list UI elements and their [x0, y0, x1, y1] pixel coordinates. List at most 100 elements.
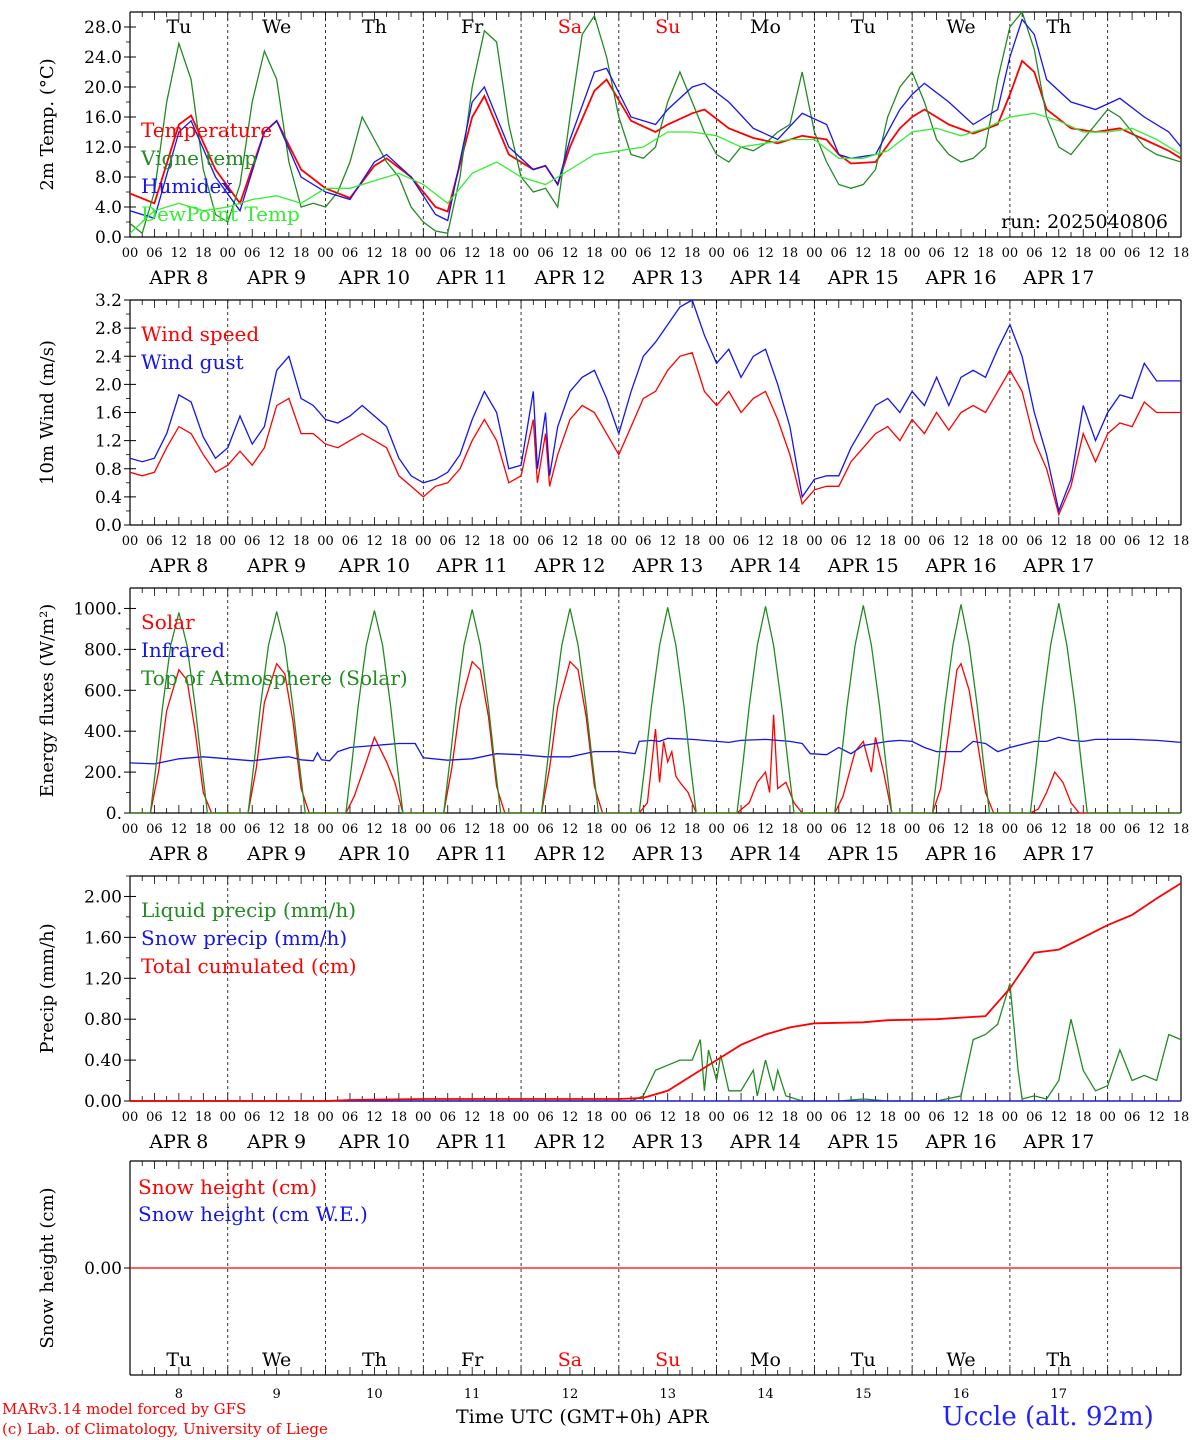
- hour-label: 00: [122, 822, 139, 837]
- date-label: APR 10: [338, 843, 410, 865]
- hour-label: 12: [1148, 534, 1165, 549]
- date-label: APR 13: [631, 843, 703, 865]
- hour-label: 06: [1124, 1110, 1141, 1125]
- run-label: run: 2025040806: [1001, 211, 1168, 233]
- panel-4-precip-mm-h: 0.00 0.40 0.80 1.20 1.60 2.00 Precip (mm/h) 00 0…: [37, 875, 1190, 1153]
- hour-label: 12: [464, 1110, 481, 1125]
- hour-label: 06: [537, 1110, 554, 1125]
- hour-label: 18: [195, 822, 212, 837]
- y-tick-label: 2.00: [84, 887, 122, 907]
- hour-label: 06: [635, 1110, 652, 1125]
- hour-label: 00: [708, 822, 725, 837]
- hour-label: 12: [171, 534, 188, 549]
- hour-label: 00: [317, 246, 334, 261]
- hour-label: 06: [439, 246, 456, 261]
- y-tick-label: 800.: [84, 640, 122, 660]
- date-label: APR 17: [1022, 555, 1094, 577]
- y-tick-label: 1.60: [84, 928, 122, 948]
- hour-label: 06: [146, 1110, 163, 1125]
- hour-label: 12: [268, 246, 285, 261]
- bottom-day-name: Sa: [558, 1349, 582, 1371]
- hour-label: 06: [146, 534, 163, 549]
- bottom-day-number: 15: [855, 1387, 872, 1402]
- hour-label: 18: [1173, 1110, 1190, 1125]
- hour-label: 00: [1099, 246, 1116, 261]
- hour-label: 18: [586, 534, 603, 549]
- series-line-total-cumulated-cm: [130, 882, 1181, 1102]
- bottom-day-number: 12: [562, 1387, 579, 1402]
- hour-label: 00: [415, 246, 432, 261]
- hour-label: 18: [1075, 534, 1092, 549]
- date-label: APR 14: [729, 1131, 801, 1153]
- hour-label: 06: [1026, 1110, 1043, 1125]
- hour-label: 18: [1075, 246, 1092, 261]
- series-line-humidex: [130, 18, 1181, 222]
- hour-label: 18: [684, 822, 701, 837]
- top-day-name: Th: [1046, 16, 1071, 38]
- hour-label: 00: [219, 246, 236, 261]
- hour-label: 06: [928, 822, 945, 837]
- hour-label: 18: [195, 534, 212, 549]
- date-label: APR 15: [827, 1131, 899, 1153]
- hour-label: 00: [904, 1110, 921, 1125]
- hour-label: 18: [879, 534, 896, 549]
- series-line-wind-speed: [130, 351, 1181, 517]
- hour-label: 06: [537, 534, 554, 549]
- hour-label: 12: [1148, 246, 1165, 261]
- bottom-day-number: 10: [366, 1387, 383, 1402]
- top-day-name: Tu: [166, 16, 191, 38]
- series-line-temperature: [130, 59, 1181, 213]
- y-tick-label: 16.0: [84, 108, 122, 128]
- y-tick-label: 2.4: [95, 347, 122, 367]
- hour-label: 06: [244, 1110, 261, 1125]
- hour-label: 18: [586, 1110, 603, 1125]
- date-label: APR 8: [148, 1131, 208, 1153]
- bottom-day-name: Fr: [461, 1349, 484, 1371]
- hour-label: 06: [831, 822, 848, 837]
- date-label: APR 13: [631, 267, 703, 289]
- hour-label: 00: [513, 822, 530, 837]
- date-label: APR 9: [246, 843, 306, 865]
- date-label: APR 11: [436, 555, 508, 577]
- hour-label: 06: [928, 246, 945, 261]
- date-label: APR 10: [338, 1131, 410, 1153]
- hour-label: 12: [953, 1110, 970, 1125]
- y-tick-label: 4.0: [95, 198, 122, 218]
- y-tick-label: 0.00: [84, 1259, 122, 1279]
- hour-label: 12: [757, 822, 774, 837]
- hour-label: 00: [415, 1110, 432, 1125]
- date-label: APR 12: [533, 843, 605, 865]
- legend-vigne-temp: Vigne temp: [140, 146, 257, 170]
- hour-label: 18: [488, 534, 505, 549]
- hour-label: 12: [1051, 1110, 1068, 1125]
- hour-label: 06: [831, 246, 848, 261]
- y-tick-label: 0.8: [95, 460, 122, 480]
- date-label: APR 11: [436, 1131, 508, 1153]
- hour-label: 18: [586, 822, 603, 837]
- hour-label: 06: [733, 246, 750, 261]
- date-label: APR 11: [436, 843, 508, 865]
- date-label: APR 16: [925, 555, 997, 577]
- date-label: APR 14: [729, 267, 801, 289]
- hour-label: 06: [733, 1110, 750, 1125]
- hour-label: 12: [855, 534, 872, 549]
- hour-label: 18: [195, 246, 212, 261]
- hour-label: 00: [1099, 534, 1116, 549]
- hour-label: 00: [904, 534, 921, 549]
- hour-label: 18: [879, 1110, 896, 1125]
- hour-label: 18: [977, 822, 994, 837]
- panel-3-energy-fluxes-w-m: 0. 200. 400. 600. 800. 1000. Energy fluxes (W/…: [37, 587, 1189, 865]
- hour-label: 18: [782, 822, 799, 837]
- hour-label: 12: [268, 1110, 285, 1125]
- hour-label: 18: [1173, 534, 1190, 549]
- hour-label: 06: [146, 822, 163, 837]
- date-label: APR 14: [729, 555, 801, 577]
- hour-label: 00: [415, 822, 432, 837]
- top-day-name: Fr: [461, 16, 484, 38]
- legend-solar: Solar: [141, 610, 195, 634]
- hour-label: 00: [611, 822, 628, 837]
- bottom-day-name: We: [262, 1349, 291, 1371]
- hour-label: 06: [928, 534, 945, 549]
- date-label: APR 13: [631, 1131, 703, 1153]
- hour-label: 18: [488, 1110, 505, 1125]
